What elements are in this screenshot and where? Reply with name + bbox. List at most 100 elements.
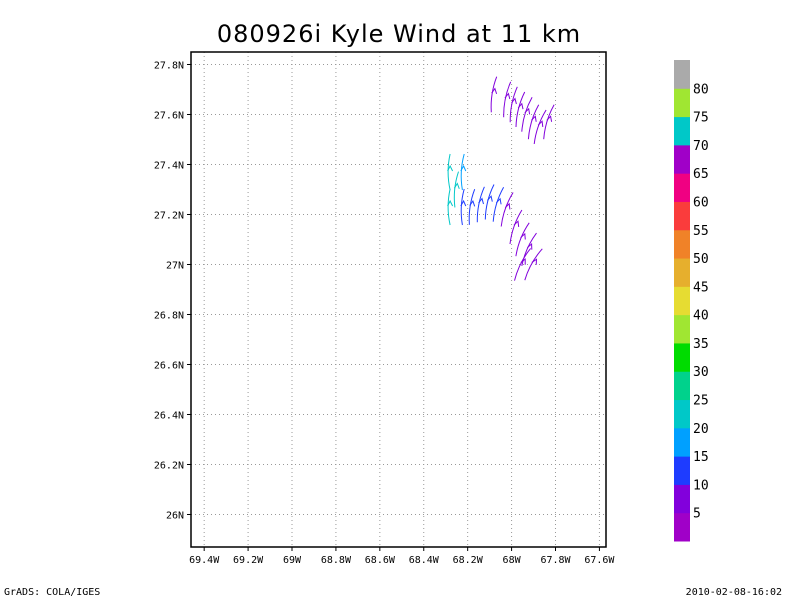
wind-vector-arrowhead bbox=[453, 182, 460, 189]
footer-credit: GrADS: COLA/IGES bbox=[4, 587, 101, 598]
wind-vector bbox=[515, 222, 530, 257]
wind-vector-arrowhead bbox=[520, 232, 526, 240]
colorbar-swatch bbox=[674, 427, 690, 457]
colorbar-label: 65 bbox=[693, 167, 709, 182]
wind-vector bbox=[524, 248, 543, 281]
wind-vector-arrowhead bbox=[504, 202, 511, 210]
x-tick-label: 68.6W bbox=[365, 555, 396, 566]
colorbar-label: 80 bbox=[693, 82, 709, 97]
wind-vector-arrowhead bbox=[537, 120, 544, 127]
colorbar-swatch bbox=[674, 286, 690, 316]
colorbar-swatch bbox=[674, 456, 690, 485]
wind-vector-arrowhead bbox=[526, 242, 533, 250]
colorbar-label: 15 bbox=[693, 450, 709, 465]
colorbar-swatch bbox=[674, 371, 690, 401]
colorbar-label: 20 bbox=[693, 422, 709, 437]
wind-vector-arrowhead bbox=[469, 200, 476, 207]
y-tick-label: 26.6N bbox=[154, 361, 184, 372]
wind-vector bbox=[453, 171, 459, 208]
x-tick-label: 68.2W bbox=[453, 555, 484, 566]
colorbar-swatch bbox=[674, 484, 690, 514]
colorbar-label: 35 bbox=[693, 337, 709, 352]
y-tick-label: 26N bbox=[166, 511, 184, 522]
wind-vector bbox=[484, 184, 495, 220]
wind-vector bbox=[514, 248, 531, 281]
x-tick-label: 69W bbox=[283, 555, 302, 566]
x-tick-label: 69.2W bbox=[233, 555, 264, 566]
colorbar-label: 45 bbox=[693, 280, 709, 295]
y-tick-label: 26.4N bbox=[154, 411, 184, 422]
wind-vector bbox=[509, 209, 523, 245]
wind-vectors bbox=[447, 76, 555, 281]
wind-vector bbox=[527, 104, 540, 140]
colorbar-swatch bbox=[674, 399, 690, 429]
wind-vector bbox=[447, 153, 451, 191]
wind-vector bbox=[515, 91, 526, 128]
wind-vector-arrowhead bbox=[511, 97, 517, 105]
plot-frame bbox=[190, 51, 607, 548]
wind-vector bbox=[447, 188, 451, 226]
wind-vector-arrowhead bbox=[491, 87, 498, 95]
wind-vector bbox=[490, 76, 498, 113]
y-tick-label: 26.2N bbox=[154, 461, 184, 472]
y-tick-label: 27N bbox=[166, 261, 184, 272]
colorbar-label: 55 bbox=[693, 224, 709, 239]
colorbar-label: 40 bbox=[693, 309, 709, 324]
footer-timestamp: 2010-02-08-16:02 bbox=[685, 587, 782, 598]
colorbar-label: 5 bbox=[693, 507, 701, 522]
colorbar-label: 30 bbox=[693, 365, 709, 380]
colorbar-swatch bbox=[674, 60, 690, 89]
x-axis: 69.4W 69.2W 69W 68.8W 68.6W 68.4W 68.2W 68W 67.8… bbox=[189, 547, 615, 566]
wind-vector bbox=[521, 232, 537, 267]
colorbar-label: 25 bbox=[693, 394, 709, 409]
y-tick-label: 27.6N bbox=[154, 111, 184, 122]
colorbar-swatch bbox=[674, 201, 690, 231]
wind-vector-arrowhead bbox=[517, 102, 524, 110]
wind-vector-arrowhead bbox=[531, 115, 537, 122]
x-tick-label: 68W bbox=[503, 555, 522, 566]
colorbar-swatch bbox=[674, 144, 690, 174]
wind-vector-arrowhead bbox=[513, 220, 520, 227]
y-tick-label: 27.2N bbox=[154, 211, 184, 222]
wind-vector-arrowhead bbox=[460, 164, 467, 172]
colorbar-label: 10 bbox=[693, 478, 709, 493]
colorbar-label: 60 bbox=[693, 195, 709, 210]
y-tick-label: 26.8N bbox=[154, 311, 184, 322]
y-tick-label: 27.4N bbox=[154, 161, 184, 172]
wind-vector bbox=[521, 97, 533, 132]
wind-vector-arrowhead bbox=[524, 107, 531, 115]
wind-vector bbox=[468, 189, 476, 225]
wind-vector-arrowhead bbox=[520, 258, 526, 265]
colorbar-swatch bbox=[674, 229, 690, 259]
colorbar-label: 75 bbox=[693, 111, 709, 126]
wind-vector-arrowhead bbox=[478, 197, 484, 205]
x-tick-label: 67.8W bbox=[540, 555, 571, 566]
wind-vector-arrowhead bbox=[495, 197, 502, 205]
colorbar-swatch bbox=[674, 258, 690, 287]
wind-vector bbox=[500, 192, 514, 227]
colorbar-label: 70 bbox=[693, 139, 709, 154]
colorbar: 5 10 15 20 25 30 35 40 45 50 55 60 65 70 75 80 bbox=[674, 60, 709, 542]
colorbar-swatch bbox=[674, 342, 690, 372]
colorbar-swatch bbox=[674, 88, 690, 118]
wind-vector bbox=[543, 104, 555, 140]
wind-vector-arrowhead bbox=[531, 258, 538, 265]
colorbar-swatch bbox=[674, 512, 690, 542]
colorbar-swatch bbox=[674, 116, 690, 146]
x-tick-label: 68.8W bbox=[321, 555, 352, 566]
wind-vector bbox=[503, 81, 512, 118]
wind-vector bbox=[460, 153, 465, 191]
x-tick-label: 67.6W bbox=[584, 555, 615, 566]
wind-vector-arrowhead bbox=[447, 164, 454, 172]
colorbar-swatch bbox=[674, 173, 690, 202]
wind-vector bbox=[476, 186, 485, 223]
wind-vector-arrowhead bbox=[487, 195, 493, 202]
x-tick-label: 69.4W bbox=[189, 555, 220, 566]
x-tick-label: 68.4W bbox=[409, 555, 440, 566]
wind-vector bbox=[509, 86, 518, 123]
y-tick-label: 27.8N bbox=[154, 61, 184, 72]
grid bbox=[191, 52, 606, 547]
colorbar-swatch bbox=[674, 314, 690, 344]
wind-vector-arrowhead bbox=[504, 92, 511, 100]
